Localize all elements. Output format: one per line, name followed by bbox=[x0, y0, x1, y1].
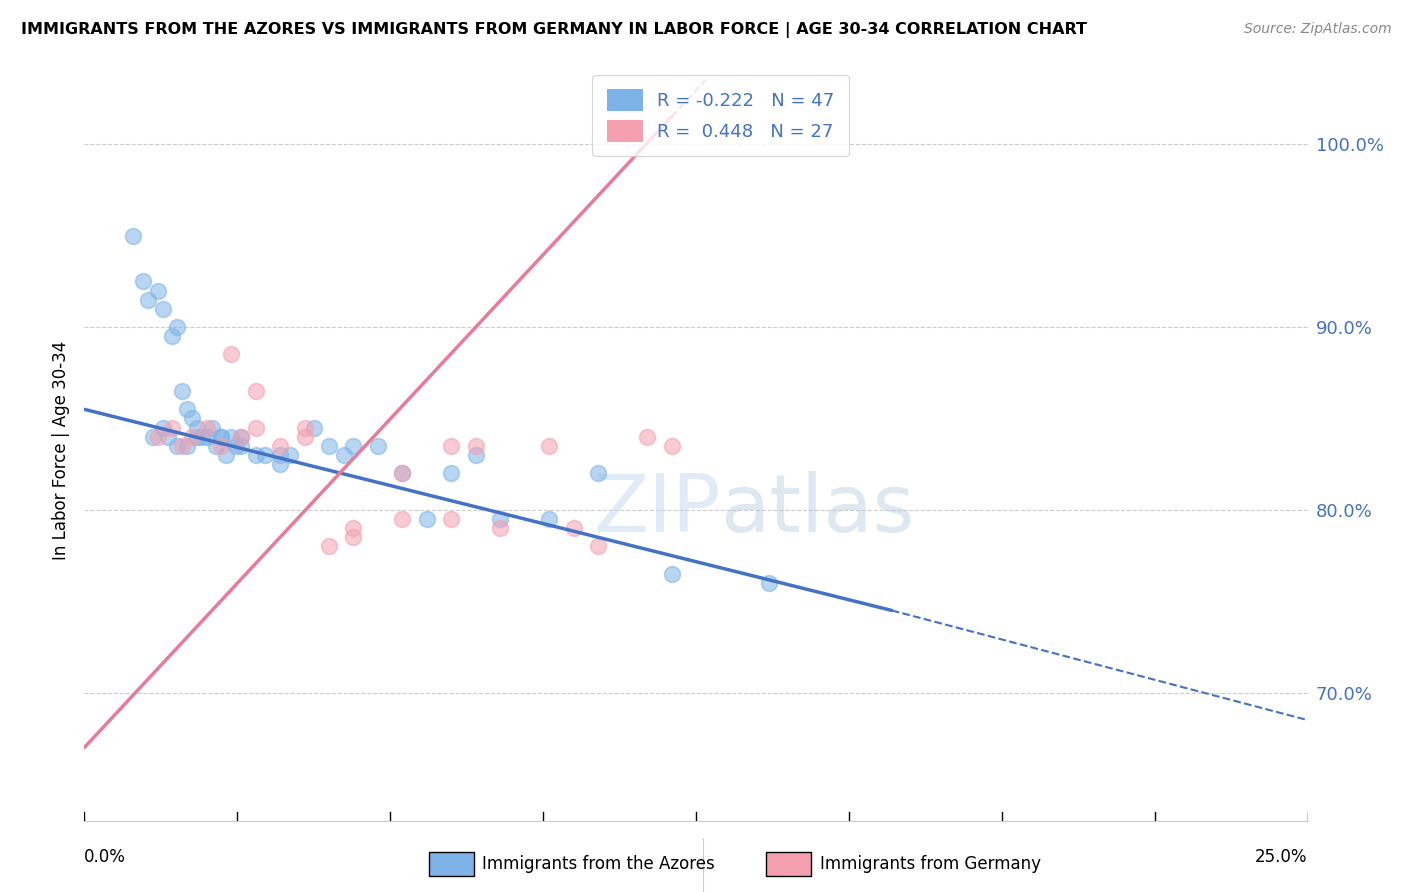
Text: atlas: atlas bbox=[720, 471, 915, 549]
FancyBboxPatch shape bbox=[429, 852, 474, 876]
Point bbox=[146, 284, 169, 298]
Point bbox=[205, 439, 228, 453]
Point bbox=[229, 430, 252, 444]
Point bbox=[152, 420, 174, 434]
Point bbox=[245, 384, 267, 398]
Point bbox=[162, 329, 184, 343]
Point bbox=[318, 439, 340, 453]
Point bbox=[440, 439, 463, 453]
Point bbox=[181, 430, 204, 444]
Point bbox=[215, 448, 238, 462]
Point bbox=[538, 439, 561, 453]
Point bbox=[562, 521, 585, 535]
Text: 0.0%: 0.0% bbox=[84, 848, 127, 866]
Point bbox=[181, 411, 204, 425]
Text: Source: ZipAtlas.com: Source: ZipAtlas.com bbox=[1244, 22, 1392, 37]
Point bbox=[342, 439, 364, 453]
Point bbox=[195, 420, 218, 434]
Y-axis label: In Labor Force | Age 30-34: In Labor Force | Age 30-34 bbox=[52, 341, 70, 560]
Point bbox=[294, 420, 316, 434]
Point bbox=[294, 430, 316, 444]
Point bbox=[176, 402, 198, 417]
Point bbox=[758, 576, 780, 591]
Point bbox=[200, 420, 222, 434]
Point bbox=[186, 420, 208, 434]
Point bbox=[191, 430, 214, 444]
Point bbox=[225, 439, 247, 453]
Point bbox=[132, 274, 155, 288]
Point bbox=[391, 467, 413, 481]
Point bbox=[304, 420, 326, 434]
Point bbox=[142, 430, 165, 444]
Point bbox=[254, 448, 277, 462]
Point bbox=[219, 347, 242, 361]
Point bbox=[367, 439, 389, 453]
Point bbox=[278, 448, 301, 462]
Point bbox=[342, 521, 364, 535]
Text: Immigrants from Germany: Immigrants from Germany bbox=[820, 855, 1040, 873]
Point bbox=[172, 439, 194, 453]
Point bbox=[186, 430, 208, 444]
Point bbox=[166, 320, 188, 334]
Point bbox=[209, 439, 232, 453]
Point bbox=[172, 384, 194, 398]
Point bbox=[219, 430, 242, 444]
Point bbox=[152, 301, 174, 316]
Point bbox=[489, 512, 512, 526]
Point bbox=[318, 540, 340, 554]
Point bbox=[332, 448, 354, 462]
Point bbox=[538, 512, 561, 526]
Point bbox=[586, 540, 609, 554]
Point bbox=[586, 467, 609, 481]
Point bbox=[245, 420, 267, 434]
Point bbox=[489, 521, 512, 535]
Point bbox=[269, 457, 291, 471]
Point bbox=[162, 420, 184, 434]
Point bbox=[229, 439, 252, 453]
Text: Immigrants from the Azores: Immigrants from the Azores bbox=[482, 855, 716, 873]
Point bbox=[146, 430, 169, 444]
Point bbox=[166, 439, 188, 453]
Point bbox=[176, 439, 198, 453]
Point bbox=[440, 512, 463, 526]
Point bbox=[342, 530, 364, 544]
Text: IMMIGRANTS FROM THE AZORES VS IMMIGRANTS FROM GERMANY IN LABOR FORCE | AGE 30-34: IMMIGRANTS FROM THE AZORES VS IMMIGRANTS… bbox=[21, 22, 1087, 38]
Point bbox=[661, 439, 683, 453]
Point bbox=[209, 430, 232, 444]
Point bbox=[156, 430, 179, 444]
Point bbox=[269, 439, 291, 453]
Point bbox=[122, 228, 145, 243]
Point bbox=[464, 439, 486, 453]
FancyBboxPatch shape bbox=[766, 852, 811, 876]
Point bbox=[661, 566, 683, 581]
Point bbox=[464, 448, 486, 462]
Point bbox=[440, 467, 463, 481]
Point bbox=[136, 293, 159, 307]
Point bbox=[416, 512, 439, 526]
Point bbox=[245, 448, 267, 462]
Point bbox=[636, 430, 658, 444]
Point bbox=[195, 430, 218, 444]
Point bbox=[229, 430, 252, 444]
Point bbox=[209, 430, 232, 444]
Legend: R = -0.222   N = 47, R =  0.448   N = 27: R = -0.222 N = 47, R = 0.448 N = 27 bbox=[592, 75, 849, 156]
Point bbox=[391, 512, 413, 526]
Point bbox=[269, 448, 291, 462]
Text: 25.0%: 25.0% bbox=[1256, 848, 1308, 866]
Point bbox=[391, 467, 413, 481]
Text: ZIP: ZIP bbox=[593, 471, 720, 549]
